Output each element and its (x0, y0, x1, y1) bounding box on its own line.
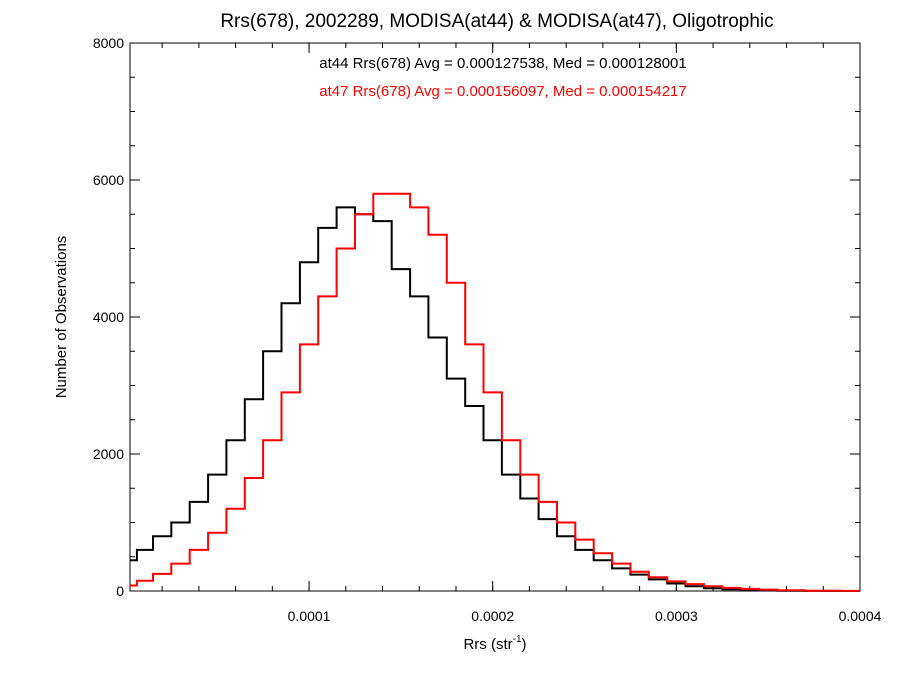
series-line-at44 (130, 206, 860, 592)
x-axis-label: Rrs (str-1) (463, 634, 526, 653)
y-tick-label: 4000 (93, 309, 124, 325)
y-axis-label: Number of Observations (53, 236, 70, 399)
annotation-at47: at47 Rrs(678) Avg = 0.000156097, Med = 0… (319, 83, 687, 100)
data-series (130, 192, 860, 592)
x-tick-label: 0.0004 (839, 608, 882, 624)
x-axis-label-main: Rrs (str (463, 636, 512, 653)
x-tick-label: 0.0003 (655, 608, 698, 624)
y-tick-label: 8000 (93, 35, 124, 51)
y-tick-label: 2000 (93, 446, 124, 462)
y-tick-label: 0 (116, 583, 124, 599)
series-line-at47 (130, 192, 860, 592)
x-axis-label-sup: -1 (513, 634, 522, 645)
x-tick-label: 0.0001 (288, 608, 331, 624)
x-tick-label: 0.0002 (471, 608, 514, 624)
chart-title: Rrs(678), 2002289, MODISA(at44) & MODISA… (220, 11, 773, 32)
y-tick-label: 6000 (93, 172, 124, 188)
x-axis-label-close: ) (522, 636, 527, 653)
annotation-at44: at44 Rrs(678) Avg = 0.000127538, Med = 0… (319, 55, 687, 72)
axis-ticks: 0.0001 0.0002 0.0003 0.0004 0 2000 4000 6000 800… (93, 35, 882, 624)
